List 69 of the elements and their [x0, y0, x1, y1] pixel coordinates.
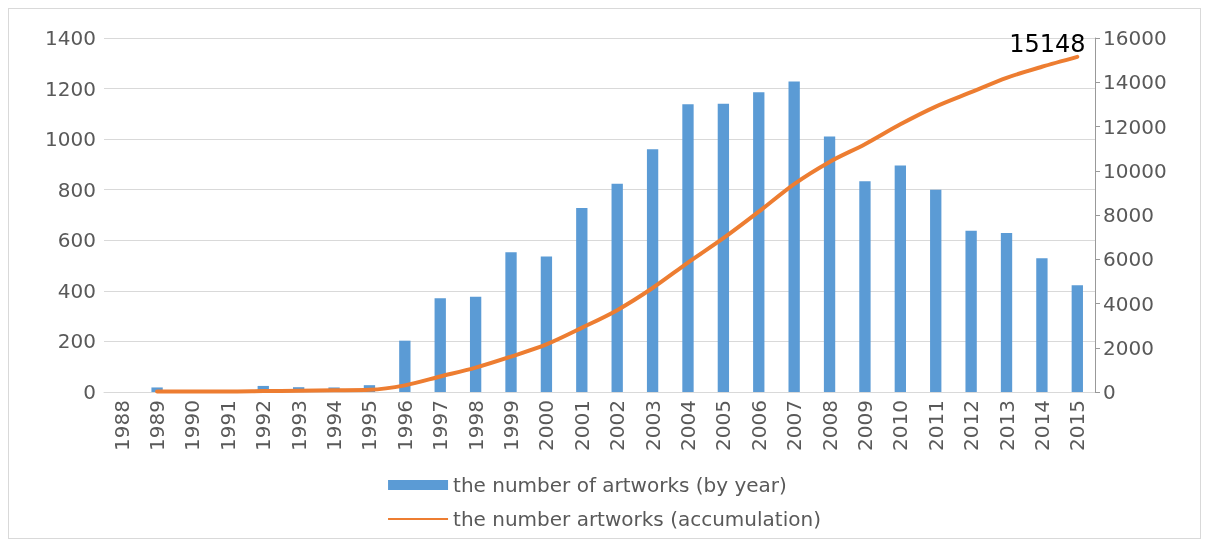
x-tick-label: 1988	[109, 400, 134, 451]
x-tick-label: 2008	[817, 400, 842, 451]
y-tick-label: 1400	[45, 26, 96, 50]
y2-tick-label: 2000	[1103, 335, 1154, 360]
y-tick-label: 400	[57, 278, 96, 303]
x-tick-label: 1993	[286, 400, 311, 451]
bar	[399, 340, 411, 392]
x-tick-label: 2012	[959, 400, 984, 451]
y-tick-label: 800	[57, 177, 96, 202]
bar	[894, 165, 906, 392]
y-tick-label: 600	[57, 228, 96, 253]
x-tick-label: 1992	[251, 400, 276, 451]
y2-tick-label: 0	[1103, 380, 1116, 404]
bar	[576, 207, 588, 392]
x-tick-label: 1996	[392, 400, 417, 451]
bar	[859, 181, 871, 392]
bar	[682, 104, 694, 392]
bar	[965, 230, 977, 392]
y2-tick-label: 12000	[1103, 114, 1167, 139]
x-tick-label: 1997	[428, 400, 453, 451]
x-tick-label: 1989	[145, 400, 170, 451]
bar	[540, 256, 553, 392]
x-tick-label: 2003	[640, 400, 665, 451]
bar	[788, 81, 800, 392]
bar	[823, 136, 836, 392]
y-tick-label: 1000	[45, 127, 96, 152]
bar	[611, 183, 623, 392]
y-tick-label: 1200	[45, 76, 96, 101]
x-tick-label: 2013	[994, 400, 1019, 451]
bar	[1000, 232, 1013, 392]
bar	[930, 189, 942, 392]
x-tick-label: 2006	[746, 400, 771, 451]
bar	[753, 92, 765, 392]
x-tick-label: 2014	[1029, 400, 1054, 451]
bar	[434, 298, 446, 392]
x-tick-label: 2005	[711, 400, 736, 451]
x-tick-label: 2011	[923, 400, 948, 451]
x-tick-label: 2009	[852, 400, 877, 451]
data-label: 15148	[1009, 29, 1086, 58]
legend-label: the number artworks (accumulation)	[453, 507, 821, 531]
legend-label: the number of artworks (by year)	[453, 473, 787, 497]
y-tick-label: 200	[57, 329, 96, 354]
line-series	[155, 54, 1080, 394]
x-tick-label: 2010	[888, 400, 913, 451]
x-tick-label: 2007	[782, 400, 807, 451]
x-tick-label: 1995	[357, 400, 382, 451]
y-tick-label: 0	[83, 380, 96, 404]
x-tick-label: 1998	[463, 400, 488, 451]
y2-tick-label: 14000	[1103, 70, 1167, 95]
y2-tick-label: 10000	[1103, 158, 1167, 183]
bar	[646, 149, 659, 392]
y2-tick-label: 6000	[1103, 247, 1154, 272]
x-tick-label: 2001	[569, 400, 594, 451]
y2-tick-label: 16000	[1103, 26, 1167, 50]
bar	[717, 103, 730, 392]
y2-tick-label: 8000	[1103, 203, 1154, 227]
bar	[1036, 258, 1048, 392]
x-tick-label: 1990	[180, 400, 205, 451]
x-tick-label: 2004	[675, 400, 700, 451]
x-tick-label: 1999	[499, 400, 524, 451]
x-tick-label: 1994	[322, 400, 347, 451]
x-tick-label: 2002	[605, 400, 630, 451]
x-tick-label: 2000	[534, 400, 559, 451]
y2-tick-label: 4000	[1103, 291, 1154, 316]
bar	[1071, 285, 1083, 392]
bar	[505, 252, 517, 392]
x-tick-label: 2015	[1065, 400, 1090, 451]
bar	[469, 296, 482, 392]
x-tick-label: 1991	[215, 400, 240, 451]
